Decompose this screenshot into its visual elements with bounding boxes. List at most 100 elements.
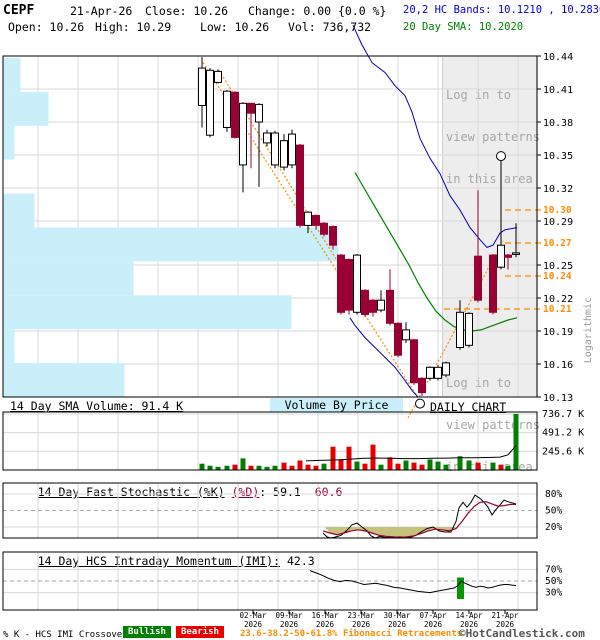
date-label: 30-Mar xyxy=(383,611,411,620)
volume-pane-title: 14 Day SMA Volume: 91.4 K xyxy=(10,399,184,413)
volume-by-price-band xyxy=(3,227,339,262)
imi-tick-label: 70% xyxy=(545,564,562,575)
candle-bearish xyxy=(329,226,337,246)
volume-by-price-band xyxy=(3,329,15,364)
candle-bullish xyxy=(198,67,206,106)
candle-bearish xyxy=(312,215,320,226)
candle-bearish xyxy=(410,339,418,384)
price-tick-label: 10.41 xyxy=(543,85,573,96)
candle-bearish xyxy=(231,91,239,138)
date-label: 16-Mar xyxy=(311,611,339,620)
candle-bullish xyxy=(288,133,296,166)
stochastic-pane-title: 14 Day Fast Stochastic (%K) (%D): 59.1 6… xyxy=(10,471,343,513)
daily-chart-label: DAILY CHART xyxy=(430,400,507,414)
candle-bearish xyxy=(394,322,402,356)
volume-by-price-band xyxy=(3,295,292,330)
volume-value: Vol: 736,732 xyxy=(288,20,372,34)
volume-bar xyxy=(435,461,441,470)
quote-date: 21-Apr-26 xyxy=(70,4,133,18)
volume-by-price-band xyxy=(3,58,21,92)
stoch-oversold-fill xyxy=(325,527,457,538)
fib-level-label: 10.21 xyxy=(543,304,572,315)
date-label-year: 2026 xyxy=(316,620,335,629)
pattern-login-note-bottom[interactable]: Log in to view patterns in this area xyxy=(446,348,540,502)
volume-bar xyxy=(207,465,213,470)
pattern-login-note-top[interactable]: Log in to view patterns in this area xyxy=(446,60,540,214)
imi-signal-bar xyxy=(457,577,464,599)
stoch-d-label: (%D) xyxy=(231,485,260,499)
date-label: 21-Apr xyxy=(491,611,519,620)
volume-bar xyxy=(215,466,221,470)
log-scale-label: Logarithmic xyxy=(583,297,594,364)
stoch-tick-label: 80% xyxy=(545,489,562,500)
price-tick-label: 10.16 xyxy=(543,360,573,371)
volume-bar xyxy=(403,460,409,470)
candle-bearish xyxy=(345,259,353,311)
volume-bar xyxy=(224,465,230,470)
candle-bearish xyxy=(247,102,255,114)
date-label-year: 2026 xyxy=(388,620,407,629)
candle-bullish xyxy=(402,329,410,341)
volume-bar xyxy=(321,463,327,470)
price-tick-label: 10.29 xyxy=(543,217,573,228)
swing-marker xyxy=(415,398,425,409)
volume-tick-label: 736.7 K xyxy=(542,409,584,420)
bullish-legend-badge: Bullish xyxy=(123,626,171,638)
candle-bullish xyxy=(223,90,231,128)
candle-bullish xyxy=(377,299,385,311)
login-note-line: in this area xyxy=(446,172,533,186)
stoch-k-value: 59.1 xyxy=(273,485,301,499)
volume-bar xyxy=(297,460,303,470)
date-label-year: 2026 xyxy=(424,620,443,629)
date-label-year: 2026 xyxy=(280,620,299,629)
open-value: Open: 10.26 xyxy=(8,20,85,34)
volume-bar xyxy=(330,446,336,470)
fib-level-label: 10.24 xyxy=(543,271,572,282)
symbol-label: CEPF xyxy=(3,3,35,18)
volume-by-price-band xyxy=(3,363,125,397)
stoch-d-value: 60.6 xyxy=(314,485,343,499)
imi-label: 14 Day HCS Intraday Momentum (IMI): xyxy=(37,554,281,568)
volume-bar xyxy=(199,463,205,470)
volume-bar xyxy=(411,462,417,470)
price-tick-label: 10.44 xyxy=(543,52,573,63)
imi-tick-label: 50% xyxy=(545,576,562,587)
date-label: 07-Apr xyxy=(419,611,447,620)
volume-bar xyxy=(281,462,287,470)
price-tick-label: 10.22 xyxy=(543,294,573,305)
candle-bullish xyxy=(434,366,442,379)
candle-bearish xyxy=(361,289,369,315)
price-tick-label: 10.38 xyxy=(543,118,573,129)
volume-by-price-band xyxy=(3,91,49,126)
volume-bar xyxy=(305,464,311,470)
volume-by-price-band xyxy=(3,193,35,228)
candle-bearish xyxy=(320,222,328,235)
volume-bar xyxy=(387,457,393,470)
imi-pane-title: 14 Day HCS Intraday Momentum (IMI): 42.3 xyxy=(10,540,315,582)
imi-line xyxy=(309,570,517,594)
low-value: Low: 10.26 xyxy=(200,20,270,34)
close-value: Close: 10.26 xyxy=(145,4,229,18)
volume-bar xyxy=(370,444,376,470)
volume-by-price-label: Volume By Price xyxy=(270,398,403,412)
candle-bullish xyxy=(239,102,247,166)
crossover-legend-label: % K - HCS IMI Crossover, xyxy=(3,630,134,640)
change-value: Change: 0.00 {0.0 %} xyxy=(248,4,387,18)
login-note-line: Log in to xyxy=(446,376,512,390)
volume-tick-label: 491.2 K xyxy=(542,428,584,439)
candle-bearish xyxy=(418,377,426,394)
candle-bullish xyxy=(271,132,279,166)
volume-bar xyxy=(346,446,352,470)
candle-bullish xyxy=(353,254,361,313)
login-note-line: Log in to xyxy=(446,88,512,102)
date-label-year: 2026 xyxy=(244,620,263,629)
copyright-link[interactable]: ©HotCandlestick.com xyxy=(459,627,585,640)
candle-bullish xyxy=(426,366,434,379)
volume-bar xyxy=(289,465,295,470)
sma20-value: 20 Day SMA: 10.2020 xyxy=(403,21,524,33)
hc-bands-value: 20,2 HC Bands: 10.1210 , 10.2836 xyxy=(403,4,600,16)
hc-band-lower-line xyxy=(349,317,419,398)
candle-bearish xyxy=(296,144,304,226)
login-note-line: in this area xyxy=(446,460,533,474)
